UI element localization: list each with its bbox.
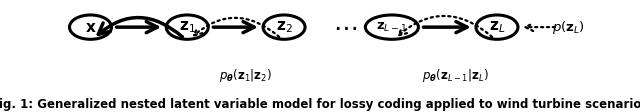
Text: $p\left(\mathbf{z}_L\right)$: $p\left(\mathbf{z}_L\right)$: [552, 19, 586, 36]
Text: $p_{\boldsymbol{\theta}}(\mathbf{z}_{L-1}|\mathbf{z}_L)$: $p_{\boldsymbol{\theta}}(\mathbf{z}_{L-1…: [422, 67, 489, 84]
Text: $p_{\boldsymbol{\theta}}(\mathbf{z}_1|\mathbf{z}_2)$: $p_{\boldsymbol{\theta}}(\mathbf{z}_1|\m…: [219, 67, 272, 84]
Ellipse shape: [365, 15, 419, 39]
Text: $\mathbf{z}_L$: $\mathbf{z}_L$: [489, 19, 505, 35]
Ellipse shape: [70, 15, 111, 39]
Ellipse shape: [166, 15, 208, 39]
Text: $\mathbf{z}_1$: $\mathbf{z}_1$: [179, 19, 196, 35]
Text: $\mathbf{z}_2$: $\mathbf{z}_2$: [276, 19, 292, 35]
Ellipse shape: [263, 15, 305, 39]
Text: $\cdots$: $\cdots$: [333, 15, 357, 39]
Text: $\mathbf{z}_{L-1}$: $\mathbf{z}_{L-1}$: [376, 21, 408, 34]
Text: $\mathbf{x}$: $\mathbf{x}$: [84, 20, 96, 35]
Text: Fig. 1: Generalized nested latent variable model for lossy coding applied to win: Fig. 1: Generalized nested latent variab…: [0, 98, 640, 111]
Ellipse shape: [476, 15, 518, 39]
